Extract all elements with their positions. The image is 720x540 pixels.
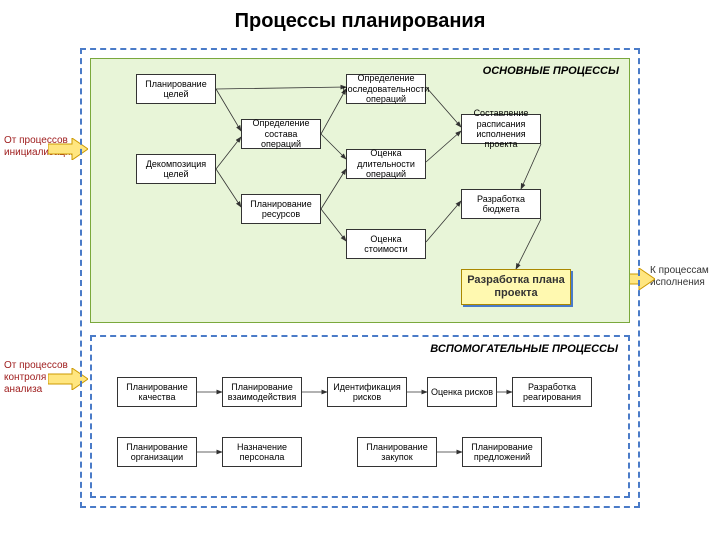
main-panel: ОСНОВНЫЕ ПРОЦЕССЫ Планирование целей Опре… [90, 58, 630, 323]
box-s6: Планирование организации [117, 437, 197, 467]
box-plan-dev: Разработка плана проекта [461, 269, 571, 305]
box-b2: Определение последовательности операций [346, 74, 426, 104]
sub-connectors [92, 337, 628, 496]
main-label: ОСНОВНЫЕ ПРОЦЕССЫ [483, 65, 619, 77]
outer-frame: ОСНОВНЫЕ ПРОЦЕССЫ Планирование целей Опре… [80, 48, 640, 508]
page-title: Процессы планирования [0, 0, 720, 39]
side-label-exec: К процессам исполнения [650, 265, 720, 289]
box-b8: Разработка бюджета [461, 189, 541, 219]
box-s1: Планирование качества [117, 377, 197, 407]
box-s8: Планирование закупок [357, 437, 437, 467]
box-s3: Идентификация рисков [327, 377, 407, 407]
box-s7: Назначение персонала [222, 437, 302, 467]
box-b6: Составление расписания исполнения проект… [461, 114, 541, 144]
sub-panel: ВСПОМОГАТЕЛЬНЫЕ ПРОЦЕССЫ Планирование ка… [90, 335, 630, 498]
sub-label: ВСПОМОГАТЕЛЬНЫЕ ПРОЦЕССЫ [430, 343, 618, 355]
box-s9: Планирование предложений [462, 437, 542, 467]
box-b7: Планирование ресурсов [241, 194, 321, 224]
box-s5: Разработка реагирования [512, 377, 592, 407]
box-s4: Оценка рисков [427, 377, 497, 407]
box-b9: Оценка стоимости [346, 229, 426, 259]
box-b3: Определение состава операций [241, 119, 321, 149]
box-b5: Оценка длительности операций [346, 149, 426, 179]
box-b1: Планирование целей [136, 74, 216, 104]
box-b4: Декомпозиция целей [136, 154, 216, 184]
box-s2: Планирование взаимодействия [222, 377, 302, 407]
